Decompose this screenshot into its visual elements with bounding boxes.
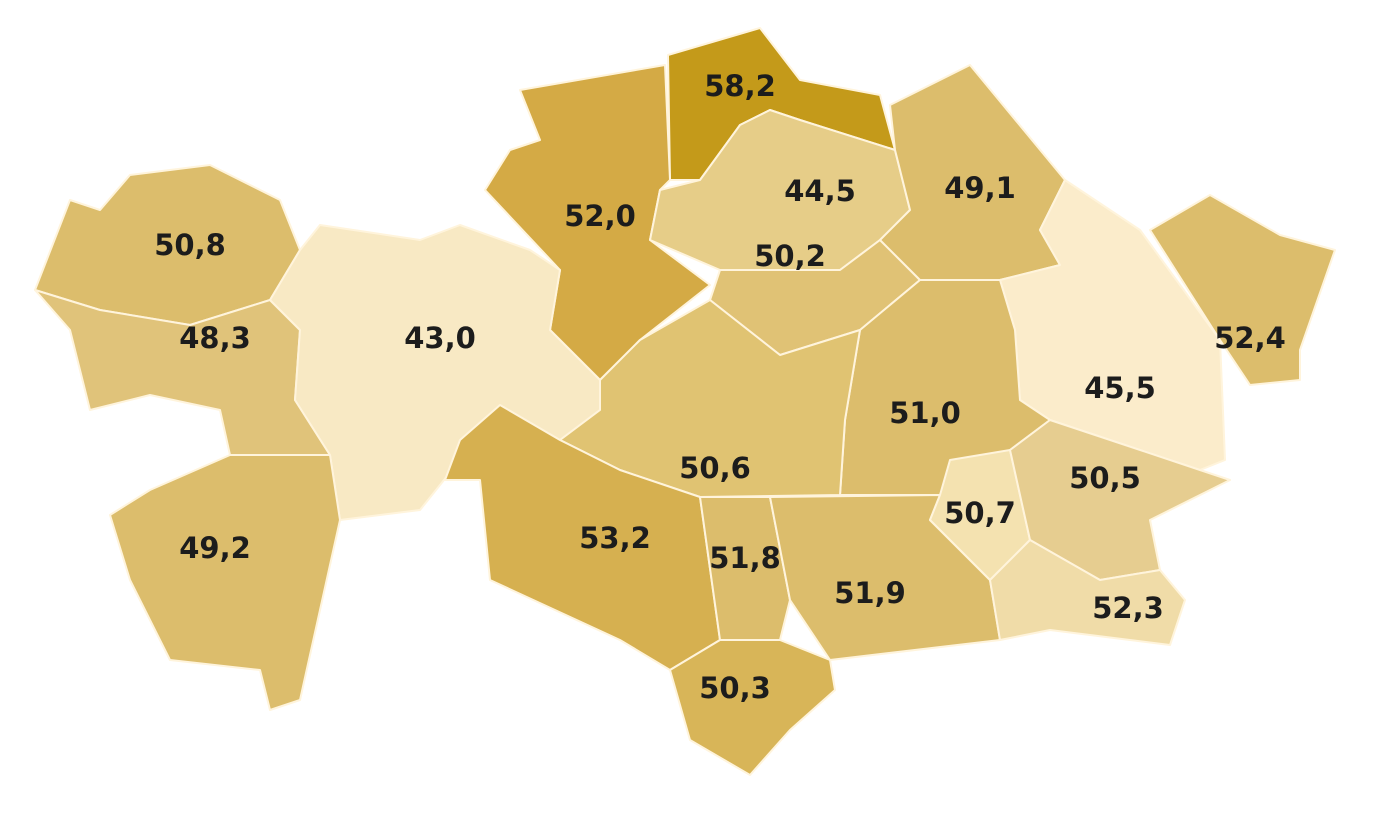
region <box>669 639 836 776</box>
region <box>444 404 721 671</box>
region-label: 49,1 <box>944 171 1016 205</box>
region-label: 53,2 <box>579 521 651 555</box>
region-label: 51,0 <box>889 396 961 430</box>
region-label: 51,9 <box>834 576 906 610</box>
region <box>109 454 341 711</box>
region-label: 52,4 <box>1214 321 1286 355</box>
region-label: 52,0 <box>564 199 636 233</box>
region-label: 52,3 <box>1092 591 1164 625</box>
region-label: 44,5 <box>784 174 856 208</box>
region-label: 43,0 <box>404 321 476 355</box>
region-label: 50,2 <box>754 239 826 273</box>
region-label: 50,5 <box>1069 461 1141 495</box>
region-label: 49,2 <box>179 531 251 565</box>
region-label: 50,7 <box>944 496 1016 530</box>
region-label: 50,6 <box>679 451 751 485</box>
labels: 58,2 52,0 44,5 50,2 49,1 50,8 48,3 43,0 49,2 52,4… <box>154 69 1286 705</box>
region-label: 51,8 <box>709 541 781 575</box>
region <box>989 539 1186 646</box>
region-label: 45,5 <box>1084 371 1156 405</box>
region <box>1149 194 1336 386</box>
region-label: 50,8 <box>154 228 226 262</box>
region-label: 58,2 <box>704 69 776 103</box>
region <box>699 496 791 641</box>
region-label: 48,3 <box>179 321 251 355</box>
regions <box>34 27 1336 776</box>
region-label: 50,3 <box>699 671 771 705</box>
